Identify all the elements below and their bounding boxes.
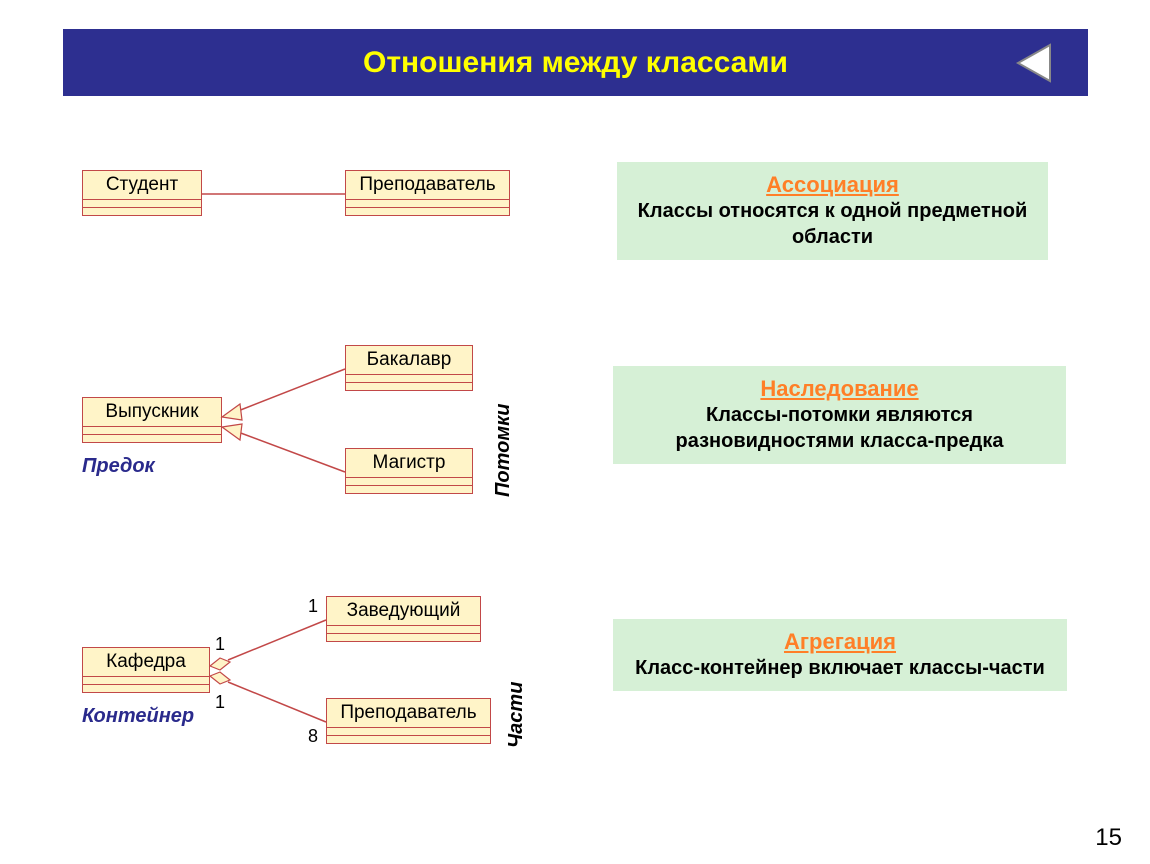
concept-inheritance-title: Наследование <box>627 376 1052 402</box>
concept-aggregation-title: Агрегация <box>627 629 1053 655</box>
uml-class-name: Преподаватель <box>346 171 509 200</box>
concept-inheritance-subtitle: Классы-потомки являются разновидностями … <box>676 404 1004 452</box>
multiplicity: 1 <box>215 692 225 713</box>
uml-class-name: Студент <box>83 171 201 200</box>
uml-class-name: Бакалавр <box>346 346 472 375</box>
label-container: Контейнер <box>82 705 194 728</box>
concept-association-subtitle: Классы относятся к одной предметной обла… <box>638 200 1028 248</box>
uml-class-department: Кафедра <box>82 647 210 693</box>
concept-inheritance: Наследование Классы-потомки являются раз… <box>613 366 1066 464</box>
slide-title: Отношения между классами <box>363 46 788 80</box>
label-ancestor: Предок <box>82 455 155 478</box>
uml-class-name: Заведующий <box>327 597 480 626</box>
back-nav-icon[interactable] <box>1012 41 1056 85</box>
slide-header: Отношения между классами <box>63 29 1088 96</box>
concept-association-title: Ассоциация <box>631 172 1034 198</box>
multiplicity: 1 <box>308 596 318 617</box>
label-parts: Части <box>505 596 528 748</box>
uml-class-name: Кафедра <box>83 648 209 677</box>
concept-aggregation-subtitle: Класс-контейнер включает классы-части <box>635 657 1045 679</box>
uml-class-student: Студент <box>82 170 202 216</box>
uml-class-master: Магистр <box>345 448 473 494</box>
label-descendants: Потомки <box>492 345 515 497</box>
uml-class-name: Преподаватель <box>327 699 490 728</box>
concept-aggregation: Агрегация Класс-контейнер включает класс… <box>613 619 1067 691</box>
uml-class-lecturer: Преподаватель <box>326 698 491 744</box>
uml-class-name: Магистр <box>346 449 472 478</box>
uml-class-head: Заведующий <box>326 596 481 642</box>
uml-class-bachelor: Бакалавр <box>345 345 473 391</box>
page-number: 15 <box>1095 824 1122 852</box>
uml-class-name: Выпускник <box>83 398 221 427</box>
multiplicity: 8 <box>308 726 318 747</box>
concept-association: Ассоциация Классы относятся к одной пред… <box>617 162 1048 260</box>
multiplicity: 1 <box>215 634 225 655</box>
uml-class-graduate: Выпускник <box>82 397 222 443</box>
uml-class-teacher: Преподаватель <box>345 170 510 216</box>
